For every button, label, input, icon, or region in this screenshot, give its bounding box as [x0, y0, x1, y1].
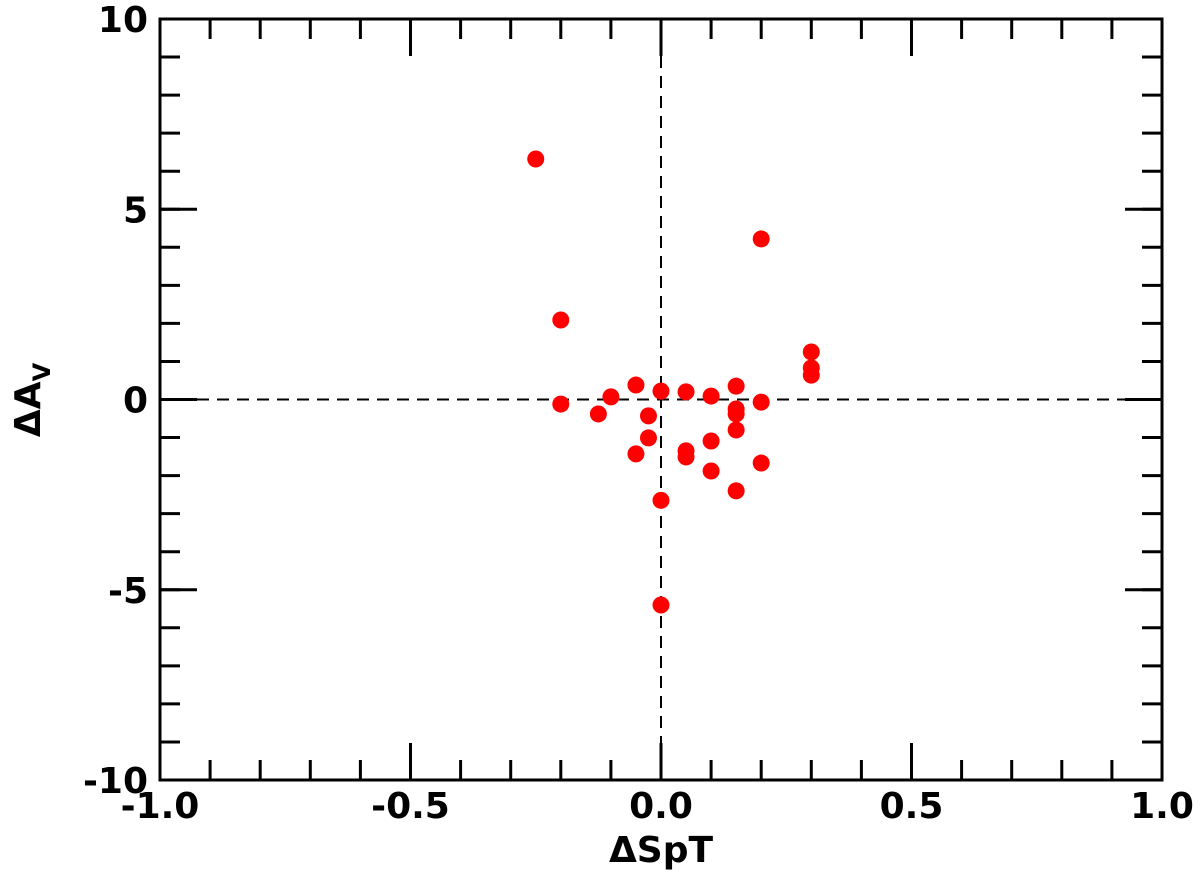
- data-point: [752, 454, 770, 472]
- x-tick-label: -0.5: [371, 786, 450, 827]
- data-point: [602, 388, 620, 406]
- y-axis-label-subscript: V: [28, 362, 56, 381]
- data-point: [727, 405, 745, 423]
- data-point: [677, 448, 695, 466]
- data-point: [752, 230, 770, 248]
- x-axis-label: ΔSpT: [609, 830, 714, 871]
- data-point: [752, 393, 770, 411]
- data-point: [527, 150, 545, 168]
- data-point: [552, 311, 570, 329]
- y-tick-label: 5: [123, 190, 148, 231]
- data-point: [677, 383, 695, 401]
- y-axis-label-text: ΔA: [8, 381, 49, 437]
- data-point: [727, 421, 745, 439]
- data-point: [727, 482, 745, 500]
- data-point: [802, 366, 820, 384]
- y-axis-label: ΔAV: [8, 362, 56, 437]
- x-tick-label: 0.5: [880, 786, 944, 827]
- x-tick-label: 0.0: [629, 786, 693, 827]
- x-tick-label: 1.0: [1130, 786, 1194, 827]
- data-point: [652, 491, 670, 509]
- data-point: [727, 377, 745, 395]
- y-tick-label: -10: [83, 761, 148, 802]
- data-point: [702, 387, 720, 405]
- data-point: [589, 405, 607, 423]
- data-point: [702, 432, 720, 450]
- data-point: [652, 382, 670, 400]
- x-tick-label: -1.0: [121, 786, 200, 827]
- y-tick-label: 10: [98, 0, 148, 41]
- data-point: [802, 343, 820, 361]
- data-point: [639, 407, 657, 425]
- data-point: [639, 429, 657, 447]
- data-point: [652, 596, 670, 614]
- y-tick-label: -5: [108, 571, 148, 612]
- y-tick-label: 0: [123, 381, 148, 422]
- data-point: [627, 445, 645, 463]
- data-point: [552, 395, 570, 413]
- data-point: [627, 376, 645, 394]
- data-point: [702, 462, 720, 480]
